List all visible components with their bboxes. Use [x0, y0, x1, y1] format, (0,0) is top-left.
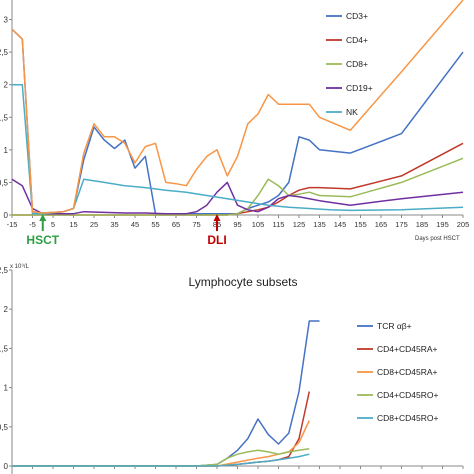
x-tick-label: 195: [436, 220, 449, 229]
x-tick-label: 5: [51, 220, 55, 229]
x-tick-label: 115: [273, 220, 285, 229]
x-tick-label: 95: [233, 220, 241, 229]
legend-label: TCR αβ+: [377, 321, 412, 331]
x-tick-label: 125: [293, 220, 306, 229]
cell-counts-chart: 00,511,522,53 -15-5515253545556575859510…: [0, 0, 469, 247]
hsct-arrow-head: [39, 214, 47, 221]
y-tick-label: 2: [4, 305, 9, 314]
y-tick-label: 1,5: [0, 113, 9, 122]
x-tick-label: 135: [313, 220, 326, 229]
chart-title: Lymphocyte subsets: [189, 275, 298, 289]
legend-label: CD19+: [346, 83, 373, 93]
hsct-marker-label: HSCT: [26, 233, 59, 247]
x-tick-label: 65: [172, 220, 180, 229]
x-tick-label: 175: [395, 220, 408, 229]
y-tick-label: 1: [4, 384, 9, 393]
x-tick-label: 25: [90, 220, 98, 229]
unit-label: x 10⁹/L: [10, 263, 30, 270]
y-tick-label: 0: [4, 211, 9, 220]
legend-label: CD8+CD45RO+: [377, 413, 438, 423]
x-tick-label: 15: [69, 220, 77, 229]
x-axis-label: Days post HSCT: [415, 236, 460, 242]
x-tick-label: 145: [334, 220, 347, 229]
legend-label: CD3+: [346, 11, 368, 21]
x-tick-label: 55: [151, 220, 159, 229]
x-tick-label: 75: [192, 220, 200, 229]
legend-label: CD4+CD45RO+: [377, 390, 438, 400]
dli-arrow-head: [213, 214, 221, 221]
series-line-unnamed: [11, 0, 464, 214]
dli-marker-label: DLI: [207, 233, 226, 247]
y-tick-label: 0,5: [0, 423, 9, 432]
legend-label: NK: [346, 107, 358, 117]
x-tick-label: 155: [354, 220, 367, 229]
legend-label: CD8+: [346, 59, 368, 69]
y-tick-label: 0,5: [0, 178, 9, 187]
y-tick-label: 2,5: [0, 48, 9, 57]
series-line-cd8-cd45ro: [12, 453, 310, 467]
y-tick-label: 2: [4, 81, 9, 90]
series-line-cd8: [12, 157, 464, 216]
x-tick-label: -5: [29, 220, 36, 229]
x-tick-label: 35: [110, 220, 118, 229]
legend-label: CD4+CD45RA+: [377, 344, 438, 354]
x-tick-label: 45: [131, 220, 139, 229]
x-tick-label: 165: [375, 220, 388, 229]
lymphocyte-subsets-chart: Lymphocyte subsets x 10⁹/L 00,511,522,5 …: [0, 263, 464, 474]
legend-label: CD4+: [346, 35, 368, 45]
series-line-cd19: [11, 178, 464, 215]
x-tick-label: 205: [457, 220, 470, 229]
legend-label: CD8+CD45RA+: [377, 367, 438, 377]
y-tick-label: 2,5: [0, 266, 9, 275]
x-tick-label: -15: [7, 220, 18, 229]
y-tick-label: 1,5: [0, 344, 9, 353]
y-tick-label: 0: [4, 462, 9, 471]
y-tick-label: 1: [4, 146, 9, 155]
x-tick-label: 185: [416, 220, 429, 229]
x-tick-label: 105: [252, 220, 265, 229]
y-tick-label: 3: [4, 16, 9, 25]
